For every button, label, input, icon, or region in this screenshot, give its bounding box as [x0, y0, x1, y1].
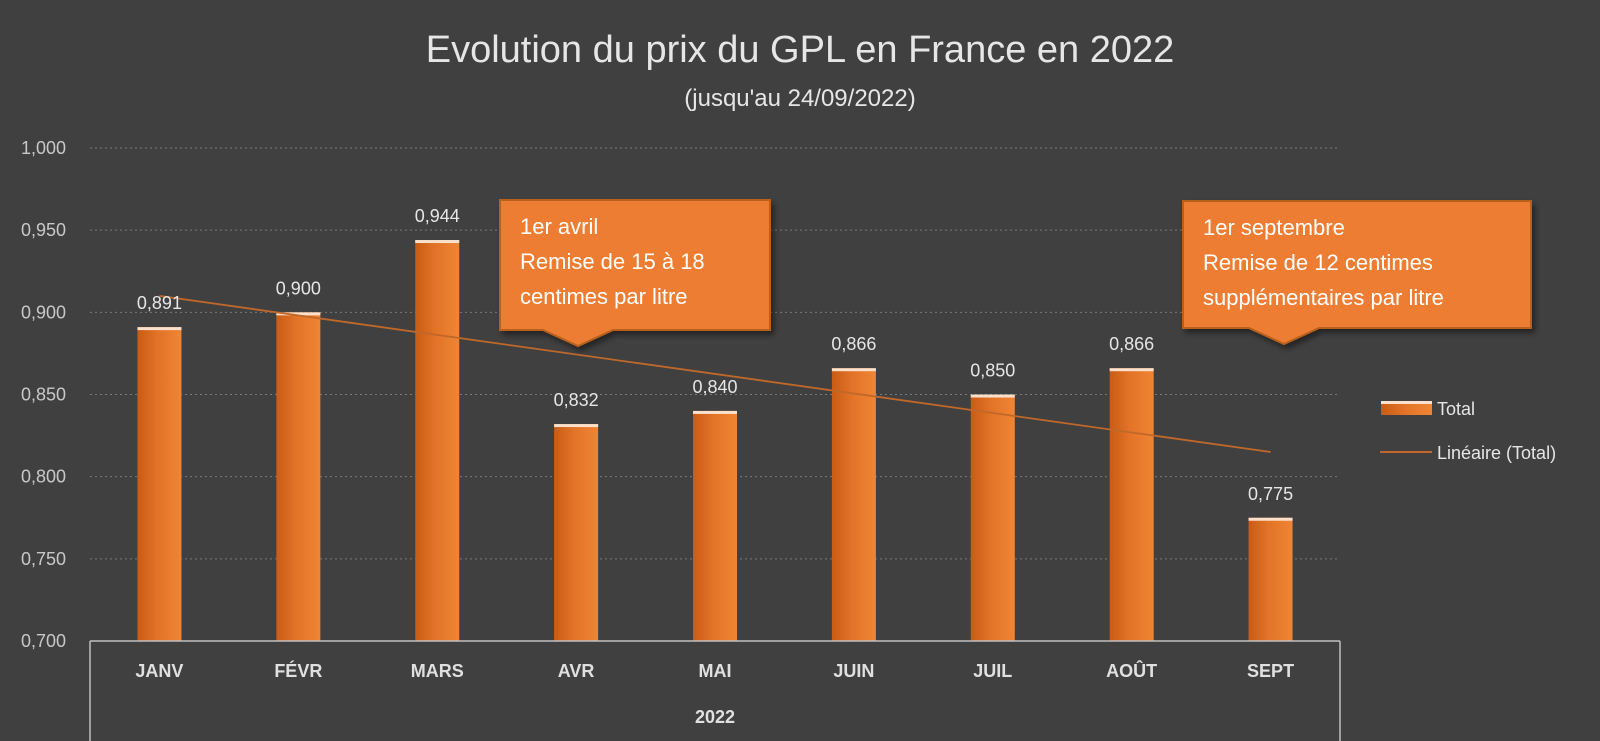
- data-label: 0,832: [554, 390, 599, 410]
- y-tick-label: 0,750: [21, 549, 66, 569]
- y-tick-label: 1,000: [21, 138, 66, 158]
- bar: [554, 424, 599, 641]
- callout-text-line: centimes par litre: [520, 284, 688, 309]
- x-tick-label: MAI: [699, 661, 732, 681]
- data-label: 0,850: [970, 361, 1015, 381]
- chart-subtitle: (jusqu'au 24/09/2022): [684, 85, 915, 112]
- bar-highlight: [554, 424, 599, 428]
- x-tick-label: JUIN: [833, 661, 874, 681]
- data-label: 0,866: [1109, 334, 1154, 354]
- legend-item-total[interactable]: Total: [1381, 399, 1475, 419]
- x-axis: JANV FÉVR MARS AVR MAI JUIN JUIL AOÛT SEPT 2022: [89, 640, 1341, 741]
- trendline: [159, 295, 1271, 453]
- legend-label-trendline: Linéaire (Total): [1437, 443, 1556, 463]
- callout-sept: 1er septembre Remise de 12 centimes supplé…: [1182, 200, 1532, 346]
- bar-highlight: [1248, 517, 1293, 521]
- y-tick-label: 0,850: [21, 385, 66, 405]
- callout-text-line: 1er avril: [520, 214, 598, 239]
- callout-text-line: Remise de 15 à 18: [520, 249, 705, 274]
- bars: [137, 240, 1293, 641]
- data-label: 0,944: [415, 206, 460, 226]
- bar-highlight: [415, 240, 460, 244]
- x-tick-label: JUIL: [973, 661, 1012, 681]
- y-tick-label: 0,950: [21, 220, 66, 240]
- data-label: 0,775: [1248, 484, 1293, 504]
- legend-label-total: Total: [1437, 399, 1475, 419]
- bar-highlight: [693, 410, 737, 414]
- y-tick-label: 0,800: [21, 467, 66, 487]
- legend-item-trendline[interactable]: Linéaire (Total): [1380, 443, 1556, 463]
- legend-swatch-bar: [1381, 401, 1432, 415]
- bar: [693, 410, 737, 641]
- y-tick-label: 0,700: [21, 631, 66, 651]
- x-tick-label: AVR: [558, 661, 595, 681]
- data-label: 0,840: [692, 377, 737, 397]
- bar: [1248, 517, 1293, 641]
- x-tick-label: SEPT: [1247, 661, 1294, 681]
- legend: Total Linéaire (Total): [1380, 399, 1556, 463]
- callout-shape: [1182, 200, 1532, 346]
- callout-avr: 1er avril Remise de 15 à 18 centimes par l…: [499, 199, 771, 348]
- bar-highlight: [137, 327, 182, 331]
- x-group-label: 2022: [695, 707, 735, 727]
- data-label: 0,891: [137, 293, 182, 313]
- bar: [415, 240, 460, 641]
- annotations: 1er avril Remise de 15 à 18 centimes par l…: [499, 199, 1532, 348]
- bar: [1109, 368, 1154, 641]
- y-tick-label: 0,900: [21, 302, 66, 322]
- bar-highlight: [970, 394, 1015, 398]
- callout-text-line: supplémentaires par litre: [1203, 285, 1444, 310]
- bar-highlight: [1109, 368, 1154, 372]
- bar: [970, 394, 1015, 641]
- data-labels: 0,891 0,900 0,944 0,832 0,840 0,866 0,850 0,866…: [137, 206, 1293, 504]
- bar: [831, 368, 876, 641]
- trendline-group: [159, 295, 1271, 453]
- bar: [137, 327, 182, 641]
- x-tick-label: JANV: [135, 661, 183, 681]
- x-tick-label: FÉVR: [274, 660, 322, 681]
- callout-text-line: 1er septembre: [1203, 215, 1345, 240]
- bar: [276, 312, 321, 641]
- y-axis: 0,700 0,750 0,800 0,850 0,900 0,950 1,000: [21, 138, 66, 651]
- data-label: 0,900: [276, 278, 321, 298]
- callout-shape: [499, 199, 771, 348]
- bar-highlight: [276, 312, 321, 316]
- bar-highlight: [831, 368, 876, 372]
- legend-swatch-highlight: [1381, 401, 1432, 404]
- x-tick-label: AOÛT: [1106, 660, 1157, 681]
- data-label: 0,866: [831, 334, 876, 354]
- chart-title: Evolution du prix du GPL en France en 20…: [426, 29, 1175, 71]
- x-tick-label: MARS: [411, 661, 464, 681]
- callout-text-line: Remise de 12 centimes: [1203, 250, 1433, 275]
